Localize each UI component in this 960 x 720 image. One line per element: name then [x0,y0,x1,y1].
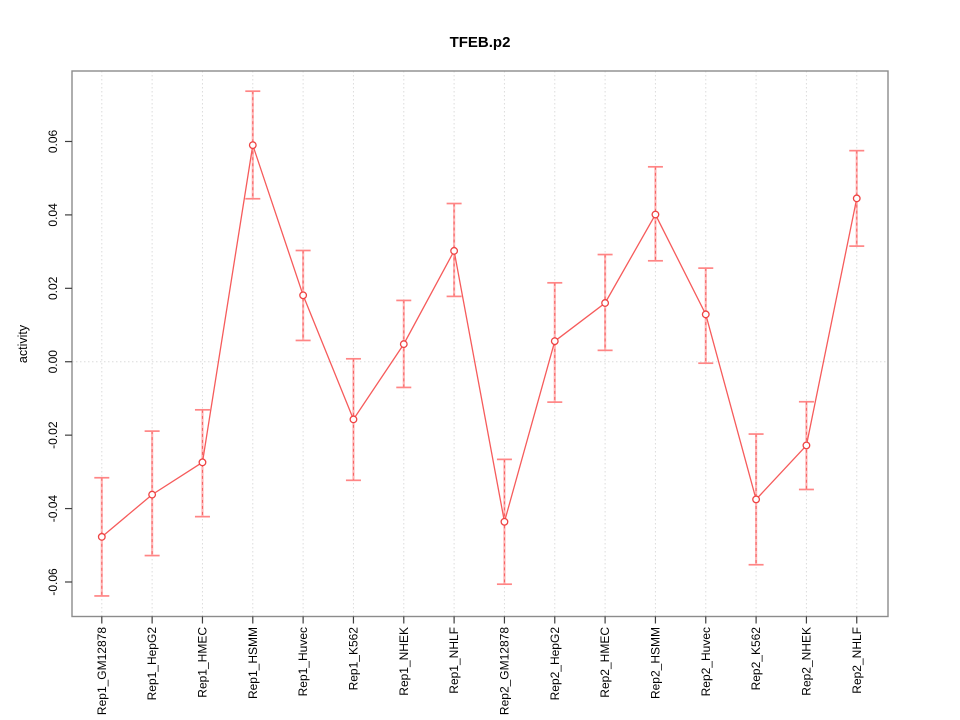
y-axis-title: activity [16,324,30,363]
data-point [802,441,811,450]
data-point [148,490,157,499]
data-point [752,495,761,504]
plot-generated-layer: -0.06 -0.04 -0.02 0.00 0.02 0.04 0.06 Rep1_GM12… [46,70,889,715]
plot-border [71,70,889,618]
data-point [651,210,660,219]
data-point [852,194,861,203]
data-point [198,458,207,467]
x-tick-label: Rep2_NHLF [850,627,864,694]
x-tick-label: Rep2_HepG2 [548,627,562,701]
data-point [97,532,106,541]
data-point [450,246,459,255]
data-point [248,141,257,150]
y-tick-label: 0.00 [46,350,60,374]
y-tick-label: -0.04 [46,495,60,523]
x-tick-label: Rep1_HepG2 [145,627,159,701]
y-tick-label: 0.06 [46,129,60,153]
x-tick-label: Rep1_NHEK [397,627,411,696]
x-tick-label: Rep2_Huvec [699,627,713,696]
y-tick-label: 0.04 [46,203,60,227]
data-point [701,310,710,319]
x-tick-label: Rep2_NHEK [799,627,813,696]
x-tick-label: Rep2_K562 [749,627,763,691]
data-point [399,340,408,349]
y-tick-label: -0.06 [46,568,60,596]
data-point [550,337,559,346]
x-tick-label: Rep1_HMEC [195,627,209,698]
data-point [299,291,308,300]
x-tick-label: Rep1_GM12878 [95,627,109,715]
y-tick-label: 0.02 [46,276,60,300]
x-tick-label: Rep1_HSMM [246,627,260,699]
data-point [601,299,610,307]
x-tick-label: Rep1_NHLF [447,627,461,694]
x-tick-label: Rep2_HMEC [598,627,612,698]
chart-title: TFEB.p2 [450,34,511,51]
x-tick-label: Rep1_Huvec [296,627,310,696]
data-point [500,517,509,526]
y-tick-label: -0.02 [46,421,60,449]
series-line [101,144,858,538]
data-point [349,415,358,424]
x-tick-label: Rep1_K562 [346,627,360,691]
x-tick-label: Rep2_GM12878 [497,627,511,715]
x-tick-label: Rep2_HSMM [648,627,662,699]
